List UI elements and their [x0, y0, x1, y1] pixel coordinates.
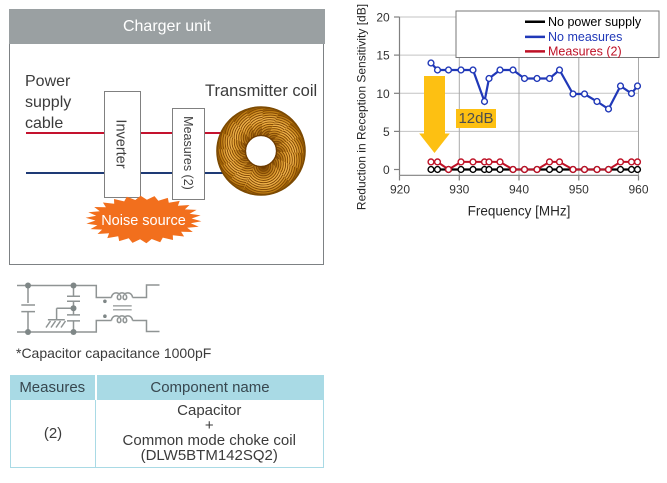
svg-text:960: 960 — [628, 183, 648, 197]
svg-text:15: 15 — [376, 49, 390, 63]
svg-text:No measures: No measures — [548, 30, 622, 44]
svg-text:Reduction in Reception Sensiti: Reduction in Reception Sensitivity [dB] — [355, 4, 369, 210]
svg-text:950: 950 — [569, 183, 589, 197]
svg-text:10: 10 — [376, 87, 390, 101]
svg-text:No power supply: No power supply — [548, 15, 642, 29]
svg-text:Noise source: Noise source — [101, 213, 186, 229]
svg-text:930: 930 — [449, 183, 469, 197]
svg-text:Measures (2): Measures (2) — [548, 45, 622, 59]
svg-text:Frequency [MHz]: Frequency [MHz] — [468, 204, 571, 219]
svg-text:20: 20 — [376, 11, 390, 25]
svg-text:940: 940 — [509, 183, 529, 197]
svg-text:12dB: 12dB — [458, 110, 493, 127]
svg-text:0: 0 — [383, 163, 390, 177]
svg-text:5: 5 — [383, 125, 390, 139]
svg-text:920: 920 — [390, 183, 410, 197]
